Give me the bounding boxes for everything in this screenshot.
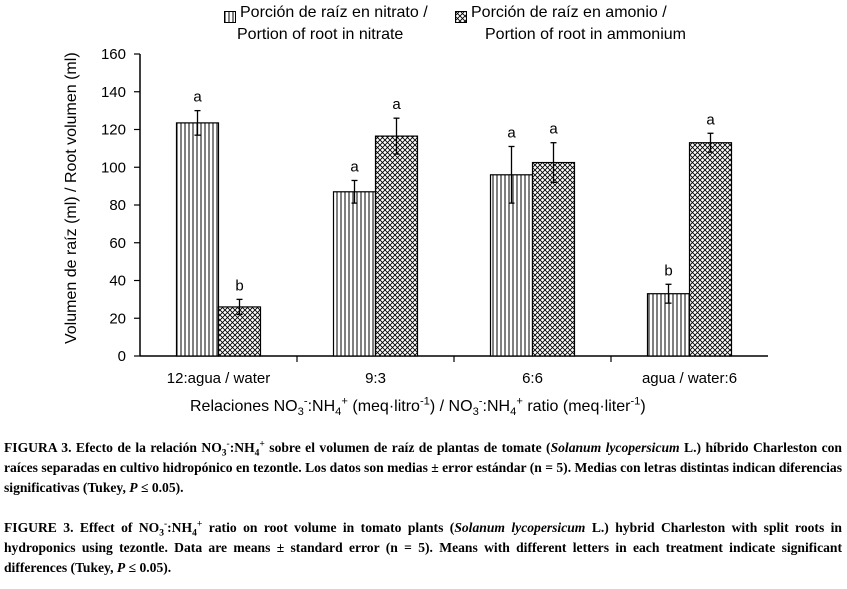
y-tick-label: 140 [101,84,126,101]
significance-letter: a [193,89,202,106]
y-tick-label: 40 [109,273,126,290]
caption-english: FIGURE 3. Effect of NO3-:NH4+ ratio on r… [4,519,842,575]
y-tick-label: 0 [118,348,126,365]
y-tick-label: 160 [101,46,126,63]
chart-error-bars [194,109,714,316]
legend-swatch-ammonium [455,11,467,23]
significance-letter: a [350,158,359,175]
legend-swatch-nitrate-pattern [224,11,236,23]
x-tick-label: 6:6 [522,370,543,387]
x-tick-label: 9:3 [365,370,386,387]
x-tick-label: agua / water:6 [642,370,737,387]
significance-letter: b [235,277,243,294]
bar-ammonium [374,135,419,357]
y-axis-label: Volumen de raíz (ml) / Root volumen (ml) [63,52,80,344]
significance-letter: a [392,96,401,113]
y-tick-label: 100 [101,159,126,176]
y-tick-label: 120 [101,122,126,139]
caption-spanish: FIGURA 3. Efecto de la relación NO3-:NH4… [4,439,842,495]
bar-ammonium [531,161,576,357]
chart-axes: 0 20 40 60 80 100 120 140 160 12:agua / water 9:3 6… [101,46,768,387]
x-tick-label: 12:agua / water [167,370,270,387]
x-axis-label: Relaciones NO3-:NH4+ (meq·litro-1) / NO3… [190,395,646,419]
bar-nitrate [175,122,220,357]
significance-letter: a [507,124,516,141]
chart-bars [175,122,733,357]
significance-letter: b [664,262,672,279]
significance-letter: a [549,121,558,138]
chart-significance-letters: a b a a a a b a [193,89,715,295]
legend-nitrate-line1: Porción de raíz en nitrato / [240,4,428,21]
y-tick-label: 80 [109,197,126,214]
y-tick-label: 20 [109,310,126,327]
legend-ammonium-line2: Portion of root in ammonium [485,26,686,43]
y-tick-label: 60 [109,235,126,252]
bar-nitrate [489,174,534,357]
bar-nitrate [332,191,377,357]
legend-ammonium-line1: Porción de raíz en amonio / [471,4,667,21]
legend-nitrate-line2: Portion of root in nitrate [237,26,404,43]
significance-letter: a [706,111,715,128]
bar-chart: 0 20 40 60 80 100 120 140 160 12:agua / water 9:3 6… [101,46,768,387]
bar-ammonium [688,142,733,357]
